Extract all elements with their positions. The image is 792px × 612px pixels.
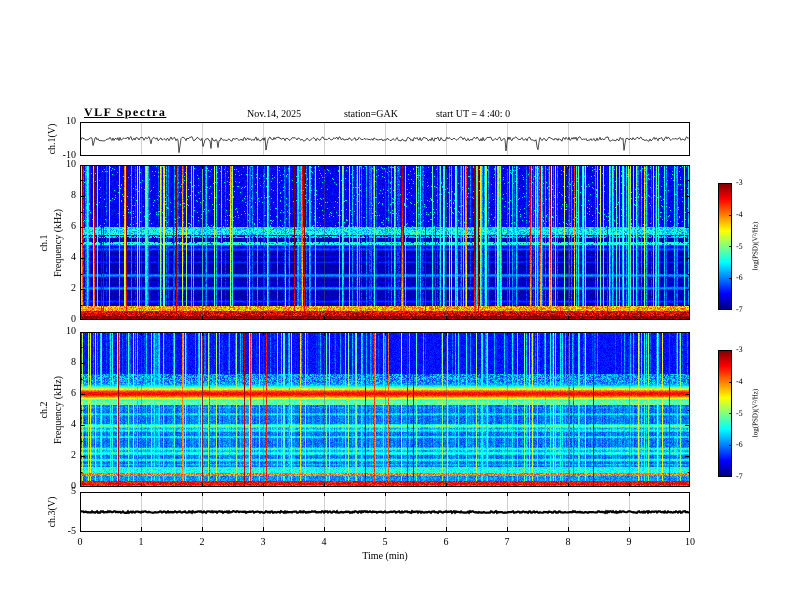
ch1-wave-ymin-label: -10 [62, 150, 76, 161]
x-tick-label: 3 [260, 537, 266, 548]
x-tick-label: 2 [199, 537, 205, 548]
ch1-wave-ymax-label: 10 [66, 116, 76, 127]
ch3-wave-axis-label: ch.3(V) [47, 496, 58, 528]
colorbar-tick-label: -6 [736, 273, 743, 283]
ch2-spec-ytick-label: 0 [71, 481, 76, 492]
ch1-spec-ytick-label: 4 [71, 252, 76, 263]
ch3-wave-ymax-label: 5 [71, 486, 76, 497]
colorbar-ch2-canvas [718, 350, 732, 477]
colorbar-tick-label: -7 [736, 305, 743, 314]
colorbar-tick-label: -7 [736, 472, 743, 481]
colorbar-tick-label: -5 [736, 408, 743, 418]
ch1-spec-ytick-label: 0 [71, 314, 76, 325]
colorbar-ch1-canvas [718, 183, 732, 310]
colorbar-tick-label: -6 [736, 440, 743, 450]
figure-title: VLF Spectra [84, 105, 167, 119]
ch1-spec-ytick-label: 6 [71, 221, 76, 232]
ch1-wave-axis-label: ch.1(V) [47, 123, 58, 155]
ch2-spectrogram-canvas [80, 332, 690, 487]
ch2-spec-ytick-label: 2 [71, 450, 76, 461]
colorbar-ch2-label: log(PSD)(V²/Hz) [751, 388, 760, 438]
colorbar-ch1-label: log(PSD)(V²/Hz) [751, 221, 760, 271]
ch1-spectrogram-canvas [80, 165, 690, 320]
x-tick-label: 4 [321, 537, 327, 548]
colorbar-tick-label: -4 [736, 376, 743, 386]
station-label: station=GAK [344, 109, 398, 120]
ch3-wave-ymin-label: -5 [67, 526, 76, 537]
ch2-spec-ytick-label: 8 [71, 357, 76, 368]
ch2-spec-axis-label: Frequency (kHz) [53, 375, 64, 445]
ch2-spec-ytick-label: 4 [71, 419, 76, 430]
ch3-waveform-canvas [80, 492, 690, 532]
x-tick-label: 10 [685, 537, 695, 548]
ch1-waveform-canvas [80, 122, 690, 156]
date-label: Nov.14, 2025 [247, 109, 302, 120]
x-tick-label: 0 [77, 537, 83, 548]
x-tick-label: 8 [565, 537, 571, 548]
x-tick-label: 1 [138, 537, 144, 548]
ch1-spec-ytick-label: 10 [66, 159, 76, 170]
ch2-spec-channel-label: ch.2 [39, 401, 50, 419]
x-tick-label: 7 [504, 537, 510, 548]
x-tick-label: 6 [443, 537, 449, 548]
ch2-spec-ytick-label: 6 [71, 388, 76, 399]
ch1-spec-axis-label: Frequency (kHz) [53, 208, 64, 278]
colorbar-tick-label: -3 [736, 178, 743, 187]
ch2-spec-ytick-label: 10 [66, 326, 76, 337]
colorbar-tick-label: -5 [736, 241, 743, 251]
ch1-spec-channel-label: ch.1 [39, 234, 50, 252]
x-axis-title: Time (min) [362, 551, 408, 562]
x-tick-label: 5 [382, 537, 388, 548]
ch1-spec-ytick-label: 2 [71, 283, 76, 294]
colorbar-tick-label: -4 [736, 209, 743, 219]
colorbar-tick-label: -3 [736, 345, 743, 354]
x-tick-label: 9 [626, 537, 632, 548]
start-ut-label: start UT = 4 :40: 0 [436, 109, 511, 120]
ch1-spec-ytick-label: 8 [71, 190, 76, 201]
